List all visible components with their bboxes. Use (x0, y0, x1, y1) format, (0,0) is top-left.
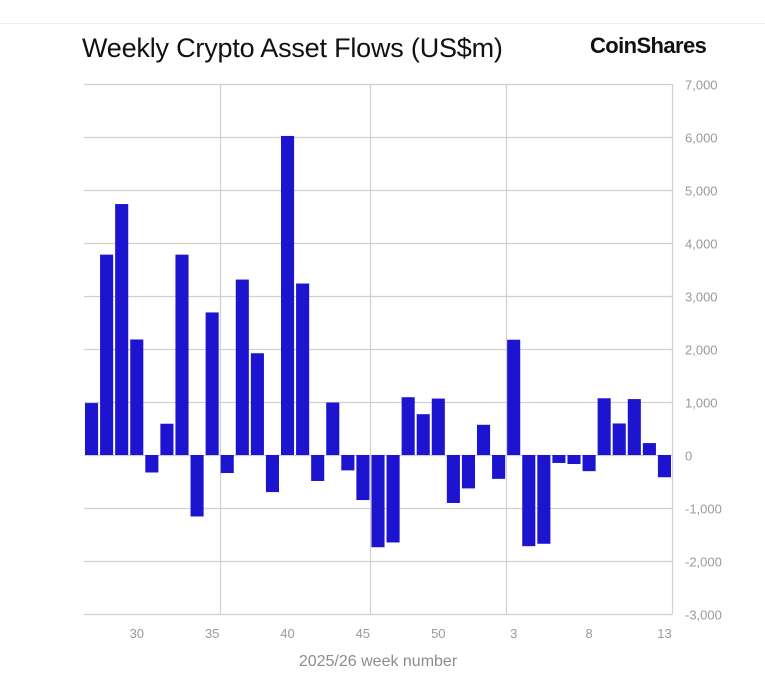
bar-week-7 (567, 455, 581, 465)
bar-week-5 (537, 455, 551, 544)
y-tick-label: -1,000 (685, 502, 722, 517)
x-tick-label: 3 (510, 626, 517, 641)
bar-week-39 (265, 455, 279, 493)
x-tick-label: 13 (657, 626, 671, 641)
bar-layer (85, 135, 671, 548)
y-tick-label: 6,000 (685, 131, 718, 146)
bar-week-13 (657, 455, 671, 478)
y-tick-label: 4,000 (685, 237, 718, 252)
bar-week-34 (190, 455, 204, 517)
y-tick-label: 5,000 (685, 184, 718, 199)
y-tick-label: 1,000 (685, 396, 718, 411)
y-tick-label: -2,000 (685, 555, 722, 570)
bar-week-6 (552, 455, 566, 463)
bar-week-35 (205, 312, 219, 455)
x-axis-labels: 30 35 40 45 50 3 8 13 (130, 626, 672, 641)
bar-week-11 (627, 399, 641, 455)
bar-week-52 (461, 455, 475, 489)
bar-week-3 (507, 339, 521, 455)
bar-week-43 (326, 402, 340, 455)
top-divider (0, 23, 765, 24)
y-axis-labels: 7,000 6,000 5,000 4,000 3,000 2,000 1,000 0 -1,0… (685, 78, 722, 623)
bar-week-9 (597, 398, 611, 455)
bar-week-42 (311, 455, 325, 481)
y-tick-label: -3,000 (685, 608, 722, 623)
x-tick-label: 45 (356, 626, 370, 641)
y-tick-label: 2,000 (685, 343, 718, 358)
bar-week-36 (220, 455, 234, 474)
bar-week-40 (281, 135, 295, 455)
bar-week-38 (250, 353, 264, 455)
x-tick-label: 30 (130, 626, 144, 641)
x-tick-label: 40 (280, 626, 294, 641)
bar-week-31 (145, 455, 159, 473)
chart-title: Weekly Crypto Asset Flows (US$m) (82, 33, 503, 63)
bar-week-37 (235, 279, 249, 455)
bar-week-8 (582, 455, 596, 472)
bar-week-28 (100, 254, 114, 455)
y-tick-label: 0 (685, 449, 692, 464)
y-tick-label: 7,000 (685, 78, 718, 93)
bar-week-50 (431, 398, 445, 455)
x-tick-label: 8 (585, 626, 592, 641)
bar-week-1 (477, 424, 491, 455)
bar-week-32 (160, 423, 174, 455)
bar-week-2 (492, 455, 506, 479)
bar-week-51 (446, 455, 460, 503)
bar-week-30 (130, 339, 144, 455)
bar-week-4 (522, 455, 536, 547)
bar-week-12 (642, 443, 656, 455)
bar-week-33 (175, 254, 189, 455)
coinshares-logo: CoinShares (590, 33, 707, 58)
bar-week-49 (416, 414, 430, 455)
x-tick-label: 50 (431, 626, 445, 641)
y-tick-label: 3,000 (685, 290, 718, 305)
bar-week-47 (386, 455, 400, 543)
bar-week-46 (371, 455, 385, 548)
bar-week-29 (115, 204, 129, 455)
x-tick-label: 35 (205, 626, 219, 641)
bar-week-10 (612, 423, 626, 455)
bar-week-41 (296, 283, 310, 455)
bar-week-27 (85, 403, 99, 455)
bar-week-45 (356, 455, 370, 501)
x-axis-title: 2025/26 week number (299, 653, 458, 670)
bar-week-44 (341, 455, 355, 471)
bar-week-48 (401, 397, 415, 455)
